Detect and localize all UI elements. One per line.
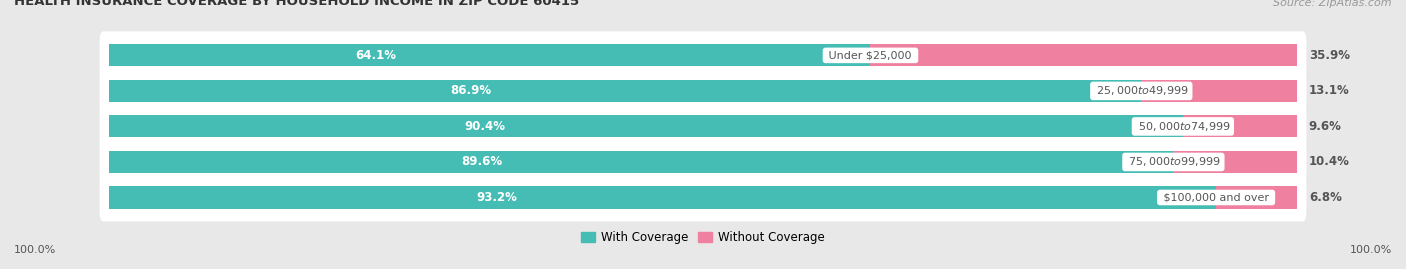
- Bar: [1216, 186, 1296, 208]
- Text: 100.0%: 100.0%: [1350, 245, 1392, 255]
- Text: Source: ZipAtlas.com: Source: ZipAtlas.com: [1274, 0, 1392, 8]
- Text: 100.0%: 100.0%: [14, 245, 56, 255]
- FancyBboxPatch shape: [100, 67, 1306, 115]
- Bar: [110, 186, 1216, 208]
- Text: 89.6%: 89.6%: [461, 155, 502, 168]
- Text: Under $25,000: Under $25,000: [825, 50, 915, 60]
- Text: 90.4%: 90.4%: [464, 120, 505, 133]
- Legend: With Coverage, Without Coverage: With Coverage, Without Coverage: [576, 226, 830, 249]
- Text: 86.9%: 86.9%: [450, 84, 491, 97]
- Bar: [110, 44, 870, 66]
- FancyBboxPatch shape: [100, 31, 1306, 79]
- Bar: [110, 151, 1174, 173]
- Text: 93.2%: 93.2%: [477, 191, 517, 204]
- Text: 10.4%: 10.4%: [1309, 155, 1350, 168]
- Bar: [1174, 151, 1296, 173]
- FancyBboxPatch shape: [100, 138, 1306, 186]
- Bar: [110, 115, 1182, 137]
- Text: 9.6%: 9.6%: [1309, 120, 1341, 133]
- Bar: [110, 80, 1142, 102]
- Bar: [870, 44, 1296, 66]
- Text: 6.8%: 6.8%: [1309, 191, 1341, 204]
- Text: 13.1%: 13.1%: [1309, 84, 1350, 97]
- Bar: [1182, 115, 1296, 137]
- FancyBboxPatch shape: [100, 174, 1306, 221]
- Text: $25,000 to $49,999: $25,000 to $49,999: [1092, 84, 1189, 97]
- Text: 35.9%: 35.9%: [1309, 49, 1350, 62]
- Text: $50,000 to $74,999: $50,000 to $74,999: [1135, 120, 1232, 133]
- Text: HEALTH INSURANCE COVERAGE BY HOUSEHOLD INCOME IN ZIP CODE 60415: HEALTH INSURANCE COVERAGE BY HOUSEHOLD I…: [14, 0, 579, 8]
- Bar: [1142, 80, 1296, 102]
- Text: $100,000 and over: $100,000 and over: [1160, 193, 1272, 203]
- Text: 64.1%: 64.1%: [356, 49, 396, 62]
- FancyBboxPatch shape: [100, 102, 1306, 150]
- Text: $75,000 to $99,999: $75,000 to $99,999: [1125, 155, 1222, 168]
